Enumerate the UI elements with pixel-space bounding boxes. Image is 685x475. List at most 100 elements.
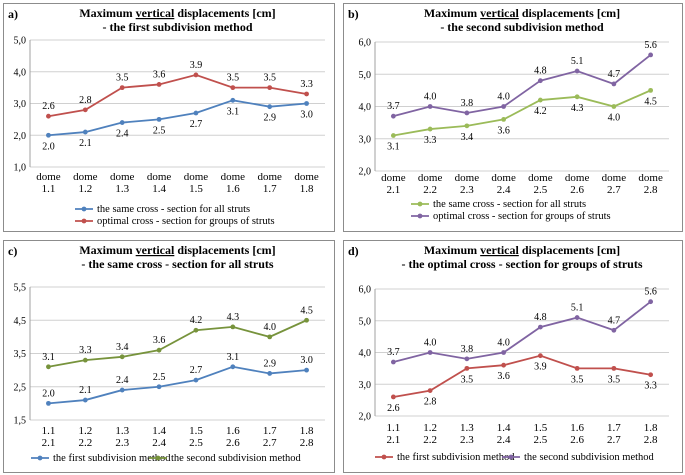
data-label: 3.3 bbox=[644, 381, 657, 392]
x-tick-label: dome bbox=[418, 172, 443, 184]
data-point bbox=[230, 364, 236, 370]
x-tick-label: 1.1 bbox=[42, 183, 56, 195]
data-point bbox=[156, 82, 162, 87]
x-tick-label: 2.5 bbox=[534, 184, 548, 196]
x-tick-label: 2.3 bbox=[460, 434, 474, 446]
data-point bbox=[648, 372, 654, 378]
data-label: 3.6 bbox=[153, 335, 166, 346]
title-suffix: displacements [cm] bbox=[174, 243, 275, 257]
x-tick-label: dome bbox=[638, 172, 663, 184]
data-label: 3.1 bbox=[227, 106, 240, 117]
data-label: 3.3 bbox=[79, 345, 92, 356]
data-point bbox=[427, 104, 433, 109]
series-line-1 bbox=[393, 354, 651, 398]
x-tick-label: 2.1 bbox=[387, 434, 401, 446]
data-point bbox=[574, 94, 580, 100]
x-tick-label: dome bbox=[565, 172, 590, 184]
data-point bbox=[427, 388, 433, 393]
y-tick-label: 6,0 bbox=[359, 38, 372, 49]
x-tick-label: dome bbox=[36, 171, 61, 183]
data-point bbox=[82, 397, 88, 403]
legend-marker bbox=[417, 201, 423, 207]
panel-label: c) bbox=[8, 244, 17, 258]
data-label: 2.1 bbox=[79, 138, 92, 149]
data-label: 3.5 bbox=[116, 73, 129, 84]
data-point bbox=[46, 364, 51, 370]
x-tick-label: 1.5 bbox=[534, 422, 548, 434]
chart-subtitle: - the first subdivision method bbox=[102, 20, 252, 34]
chart-subtitle: - the same cross - section for all strut… bbox=[81, 257, 274, 271]
x-tick-label: 1.4 bbox=[152, 183, 166, 195]
title-suffix: displacements [cm] bbox=[174, 6, 275, 20]
x-tick-label: dome bbox=[73, 171, 98, 183]
data-label: 3.4 bbox=[116, 342, 129, 353]
chart-title: Maximum vertical displacements [cm] bbox=[79, 6, 275, 20]
chart-panel-1: a) Maximum vertical displacements [cm]- t… bbox=[3, 3, 335, 232]
data-point bbox=[501, 350, 507, 355]
chart-title: Maximum vertical displacements [cm] bbox=[424, 243, 620, 257]
data-point bbox=[390, 133, 396, 138]
x-tick-label: 1.5 bbox=[189, 183, 203, 195]
data-label: 4.8 bbox=[534, 312, 547, 323]
data-point bbox=[82, 129, 88, 135]
data-label: 3.5 bbox=[461, 374, 474, 385]
data-label: 3.5 bbox=[263, 73, 276, 84]
data-point bbox=[46, 113, 51, 119]
x-tick-label: 2.6 bbox=[570, 184, 584, 196]
data-label: 2.9 bbox=[263, 113, 276, 124]
x-tick-label: 1.7 bbox=[607, 422, 621, 434]
x-tick-label: 1.4 bbox=[497, 422, 511, 434]
x-tick-label: 1.3 bbox=[460, 422, 474, 434]
data-point bbox=[119, 354, 125, 360]
series-line-1 bbox=[393, 89, 651, 137]
legend-label: the second subdivision method bbox=[171, 453, 302, 464]
data-label: 3.9 bbox=[534, 362, 547, 373]
data-label: 2.1 bbox=[79, 385, 92, 396]
x-tick-label: 1.4 bbox=[152, 425, 166, 437]
data-point bbox=[537, 78, 543, 84]
panel-border bbox=[343, 240, 683, 473]
legend-label: the first subdivision method bbox=[53, 453, 171, 464]
title-prefix: Maximum bbox=[424, 243, 480, 257]
y-tick-label: 2,0 bbox=[14, 131, 27, 142]
chart-title: Maximum vertical displacements [cm] bbox=[424, 6, 620, 20]
data-label: 3.7 bbox=[387, 101, 400, 112]
y-tick-label: 5,0 bbox=[14, 36, 27, 47]
data-point bbox=[427, 126, 433, 132]
y-tick-label: 2,0 bbox=[359, 412, 372, 423]
y-tick-label: 6,0 bbox=[359, 285, 372, 296]
data-point bbox=[156, 347, 162, 353]
x-tick-label: dome bbox=[110, 171, 135, 183]
y-tick-label: 5,0 bbox=[359, 70, 372, 81]
data-label: 3.3 bbox=[300, 79, 313, 90]
data-label: 2.9 bbox=[263, 358, 276, 369]
data-label: 3.9 bbox=[190, 60, 203, 71]
data-label: 2.5 bbox=[153, 372, 166, 383]
data-point bbox=[267, 371, 273, 376]
series-line-1 bbox=[48, 99, 307, 137]
legend-marker bbox=[508, 454, 514, 460]
chart-subtitle: - the second subdivision method bbox=[440, 20, 604, 34]
x-tick-label: 1.2 bbox=[78, 425, 92, 437]
y-tick-label: 4,5 bbox=[14, 316, 27, 327]
panel-label: d) bbox=[348, 244, 359, 258]
data-point bbox=[537, 324, 543, 330]
data-point bbox=[574, 315, 580, 320]
data-label: 2.4 bbox=[116, 375, 129, 386]
data-label: 4.0 bbox=[497, 338, 510, 349]
data-point bbox=[537, 97, 543, 103]
data-label: 3.5 bbox=[227, 73, 240, 84]
data-label: 2.5 bbox=[153, 125, 166, 136]
data-point bbox=[464, 365, 470, 371]
x-tick-label: dome bbox=[184, 171, 209, 183]
data-label: 3.0 bbox=[300, 355, 313, 366]
x-tick-label: 2.4 bbox=[152, 437, 166, 449]
y-tick-label: 4,0 bbox=[359, 348, 372, 359]
x-tick-label: 2.2 bbox=[78, 437, 92, 449]
y-tick-label: 2,0 bbox=[359, 167, 372, 178]
data-label: 4.2 bbox=[534, 106, 547, 117]
data-label: 4.5 bbox=[644, 96, 657, 107]
data-label: 2.4 bbox=[116, 129, 129, 140]
x-tick-label: 2.5 bbox=[189, 437, 203, 449]
